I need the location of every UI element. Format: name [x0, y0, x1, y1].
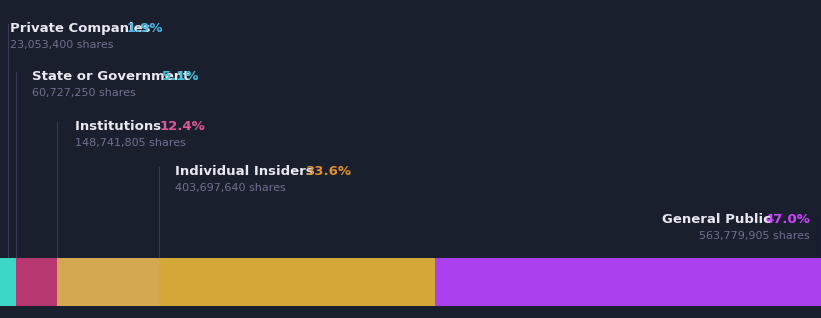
Text: 60,727,250 shares: 60,727,250 shares — [32, 88, 135, 98]
Text: 403,697,640 shares: 403,697,640 shares — [175, 183, 286, 193]
Bar — [0, 258, 16, 306]
Text: 1.9%: 1.9% — [127, 22, 163, 35]
Text: Institutions: Institutions — [75, 120, 166, 133]
Text: 47.0%: 47.0% — [764, 213, 810, 226]
Text: Private Companies: Private Companies — [10, 22, 155, 35]
Text: Individual Insiders: Individual Insiders — [175, 165, 319, 178]
Bar — [57, 258, 159, 306]
Text: State or Government: State or Government — [32, 70, 194, 83]
Bar — [435, 258, 821, 306]
Text: 23,053,400 shares: 23,053,400 shares — [10, 40, 113, 50]
Text: 33.6%: 33.6% — [305, 165, 351, 178]
Bar — [16, 258, 57, 306]
Text: 5.1%: 5.1% — [162, 70, 199, 83]
Text: General Public: General Public — [662, 213, 771, 226]
Text: 148,741,805 shares: 148,741,805 shares — [75, 138, 186, 148]
Bar — [159, 258, 435, 306]
Text: 12.4%: 12.4% — [159, 120, 205, 133]
Text: 563,779,905 shares: 563,779,905 shares — [699, 231, 810, 241]
